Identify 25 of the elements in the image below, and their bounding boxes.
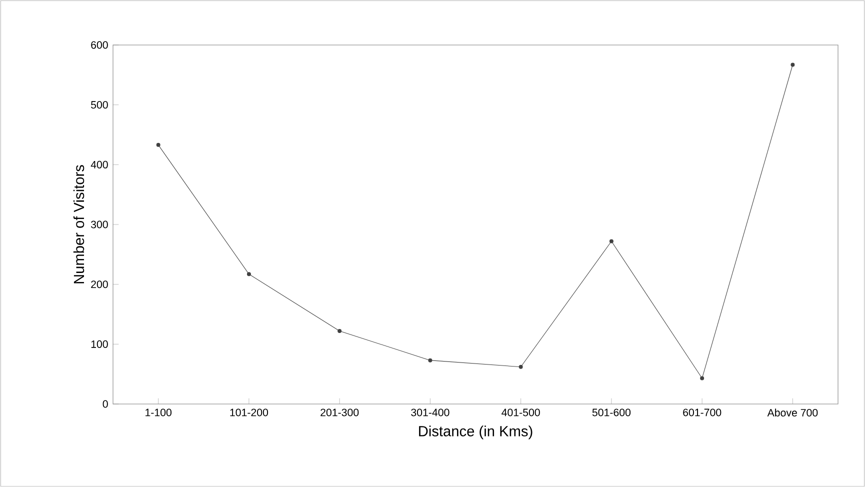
x-axis-title: Distance (in Kms)	[419, 426, 532, 440]
y-tick-label: 0	[102, 400, 108, 408]
y-axis-title: Number of Visitors	[73, 165, 84, 284]
x-tick-label: 301-400	[411, 408, 450, 416]
point	[790, 62, 795, 67]
y-tick-label: 200	[91, 280, 108, 288]
point	[428, 358, 432, 362]
y-tick-label: 600	[91, 41, 108, 49]
point	[246, 272, 251, 276]
y-tick-label: 100	[91, 340, 108, 348]
x-tick-label: 1-100	[146, 408, 172, 416]
point	[156, 142, 160, 147]
point	[518, 364, 523, 369]
point	[609, 239, 614, 244]
x-tick-label: Above 700	[767, 408, 818, 416]
y-tick-label: 300	[90, 220, 108, 228]
x-tick-label: 501-600	[592, 408, 631, 416]
x-tick-label: 401-500	[502, 408, 540, 416]
x-tick-label: 601-700	[683, 408, 722, 416]
y-tick-label: 500	[91, 101, 108, 109]
y-tick-label: 400	[90, 160, 108, 168]
x-tick-label: 201-300	[320, 408, 359, 416]
point	[338, 329, 342, 333]
x-tick-label: 101-200	[230, 408, 268, 416]
point	[700, 376, 704, 380]
